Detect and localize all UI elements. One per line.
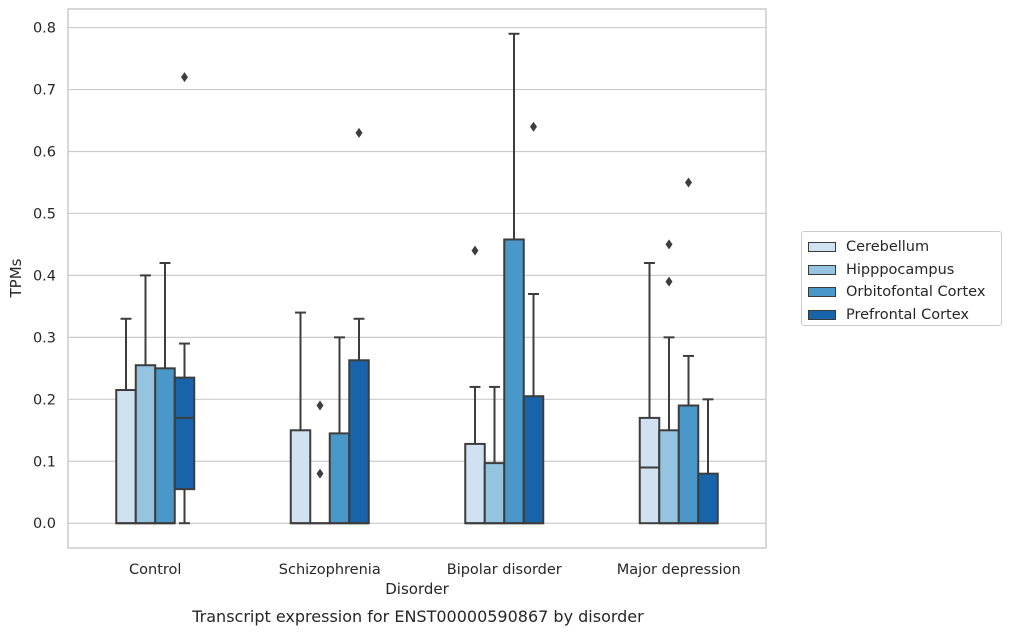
legend-swatch-cerebellum [808, 242, 836, 253]
plot-frame [67, 8, 767, 549]
outlier-hipppocampus-schizophrenia-0 [316, 468, 324, 479]
box-cerebellum-major-depression [638, 262, 661, 525]
y-tick-label-0-1: 0.1 [33, 454, 56, 470]
box-orbitofontal-cortex-schizophrenia [328, 336, 351, 525]
outlier-prefrontal-cortex-control-0 [181, 72, 188, 83]
legend-label-orbitofrontal-cortex: Orbitofontal Cortex [846, 284, 986, 301]
box-orbitofontal-cortex-major-depression [677, 177, 700, 525]
boxes [115, 32, 719, 525]
outlier-prefrontal-cortex-bipolar-disorder-0 [530, 121, 537, 132]
box-body-hipppocampus-bipolar-disorder [483, 462, 506, 525]
legend-item-cerebellum: Cerebellum [808, 236, 1001, 259]
box-prefrontal-cortex-control [173, 72, 196, 525]
legend-swatch-hippocampus [808, 264, 836, 275]
box-body-orbitofontal-cortex-bipolar-disorder [503, 238, 525, 525]
box-hipppocampus-major-depression [658, 239, 680, 525]
box-body-prefrontal-cortex-bipolar-disorder [522, 395, 545, 525]
y-tick-label-0-4: 0.4 [33, 268, 56, 284]
box-body-prefrontal-cortex-control [173, 376, 196, 491]
legend-label-prefrontal-cortex: Prefrontal Cortex [846, 306, 969, 323]
chart-caption: Transcript expression for ENST0000059086… [192, 607, 644, 626]
y-tick-label-0-2: 0.2 [33, 392, 56, 408]
y-tick-labels: 0.0 0.1 0.2 0.3 0.4 0.5 0.6 0.7 0.8 [33, 21, 56, 533]
y-tick-label-0-5: 0.5 [33, 206, 56, 222]
x-axis-label: Disorder [385, 580, 449, 598]
box-body-orbitofontal-cortex-major-depression [677, 404, 700, 525]
y-tick-label-0-0: 0.0 [33, 516, 56, 532]
legend-swatch-orbitofrontal-cortex [808, 287, 836, 298]
box-hipppocampus-control [134, 274, 157, 525]
legend-swatch-prefrontal-cortex [808, 309, 836, 320]
x-tick-label-bipolar-disorder: Bipolar disorder [447, 562, 562, 578]
legend-item-prefrontal-cortex: Prefrontal Cortex [808, 304, 1001, 327]
box-prefrontal-cortex-bipolar-disorder [522, 121, 545, 525]
y-tick-label-0-6: 0.6 [33, 144, 56, 160]
outlier-prefrontal-cortex-schizophrenia-0 [355, 127, 363, 138]
outlier-hipppocampus-schizophrenia-1 [316, 400, 324, 411]
x-tick-label-schizophrenia: Schizophrenia [279, 562, 381, 578]
x-tick-label-control: Control [129, 562, 181, 578]
y-tick-label-0-7: 0.7 [33, 83, 56, 99]
legend-item-hippocampus: Hipppocampus [808, 259, 1001, 282]
legend-item-orbitofrontal-cortex: Orbitofontal Cortex [808, 281, 1001, 304]
x-tick-label-major-depression: Major depression [617, 562, 741, 578]
x-tick-labels: Control Schizophrenia Bipolar disorder Majo… [129, 562, 741, 578]
box-body-orbitofontal-cortex-control [154, 367, 176, 525]
box-body-cerebellum-schizophrenia [289, 429, 312, 525]
legend-label-cerebellum: Cerebellum [846, 239, 930, 256]
box-orbitofontal-cortex-control [154, 262, 176, 525]
y-tick-label-0-3: 0.3 [33, 330, 56, 346]
box-prefrontal-cortex-major-depression [697, 398, 719, 525]
y-tick-label-0-8: 0.8 [33, 21, 56, 37]
legend: Cerebellum Hipppocampus Orbitofontal Cor… [801, 231, 1002, 326]
box-cerebellum-schizophrenia [289, 311, 312, 525]
outlier-hipppocampus-major-depression-0 [665, 276, 673, 287]
box-orbitofontal-cortex-bipolar-disorder [503, 32, 525, 525]
box-body-hipppocampus-control [134, 364, 157, 525]
box-hipppocampus-schizophrenia [309, 400, 331, 525]
box-body-prefrontal-cortex-major-depression [697, 472, 719, 525]
box-body-orbitofontal-cortex-schizophrenia [328, 432, 351, 525]
box-cerebellum-control [115, 317, 137, 525]
outlier-hipppocampus-major-depression-1 [665, 239, 673, 250]
box-body-cerebellum-major-depression [638, 416, 661, 525]
box-body-hipppocampus-major-depression [658, 429, 680, 525]
box-prefrontal-cortex-schizophrenia [348, 127, 370, 525]
box-body-prefrontal-cortex-schizophrenia [348, 359, 370, 525]
box-cerebellum-bipolar-disorder [464, 245, 486, 525]
box-body-cerebellum-bipolar-disorder [464, 442, 486, 525]
box-body-cerebellum-control [115, 389, 137, 525]
y-axis-label: TPMs [7, 258, 25, 298]
outlier-cerebellum-bipolar-disorder-0 [471, 245, 479, 256]
outlier-orbitofontal-cortex-major-depression-0 [685, 177, 692, 188]
box-hipppocampus-bipolar-disorder [483, 385, 506, 525]
legend-label-hippocampus: Hipppocampus [846, 261, 955, 278]
